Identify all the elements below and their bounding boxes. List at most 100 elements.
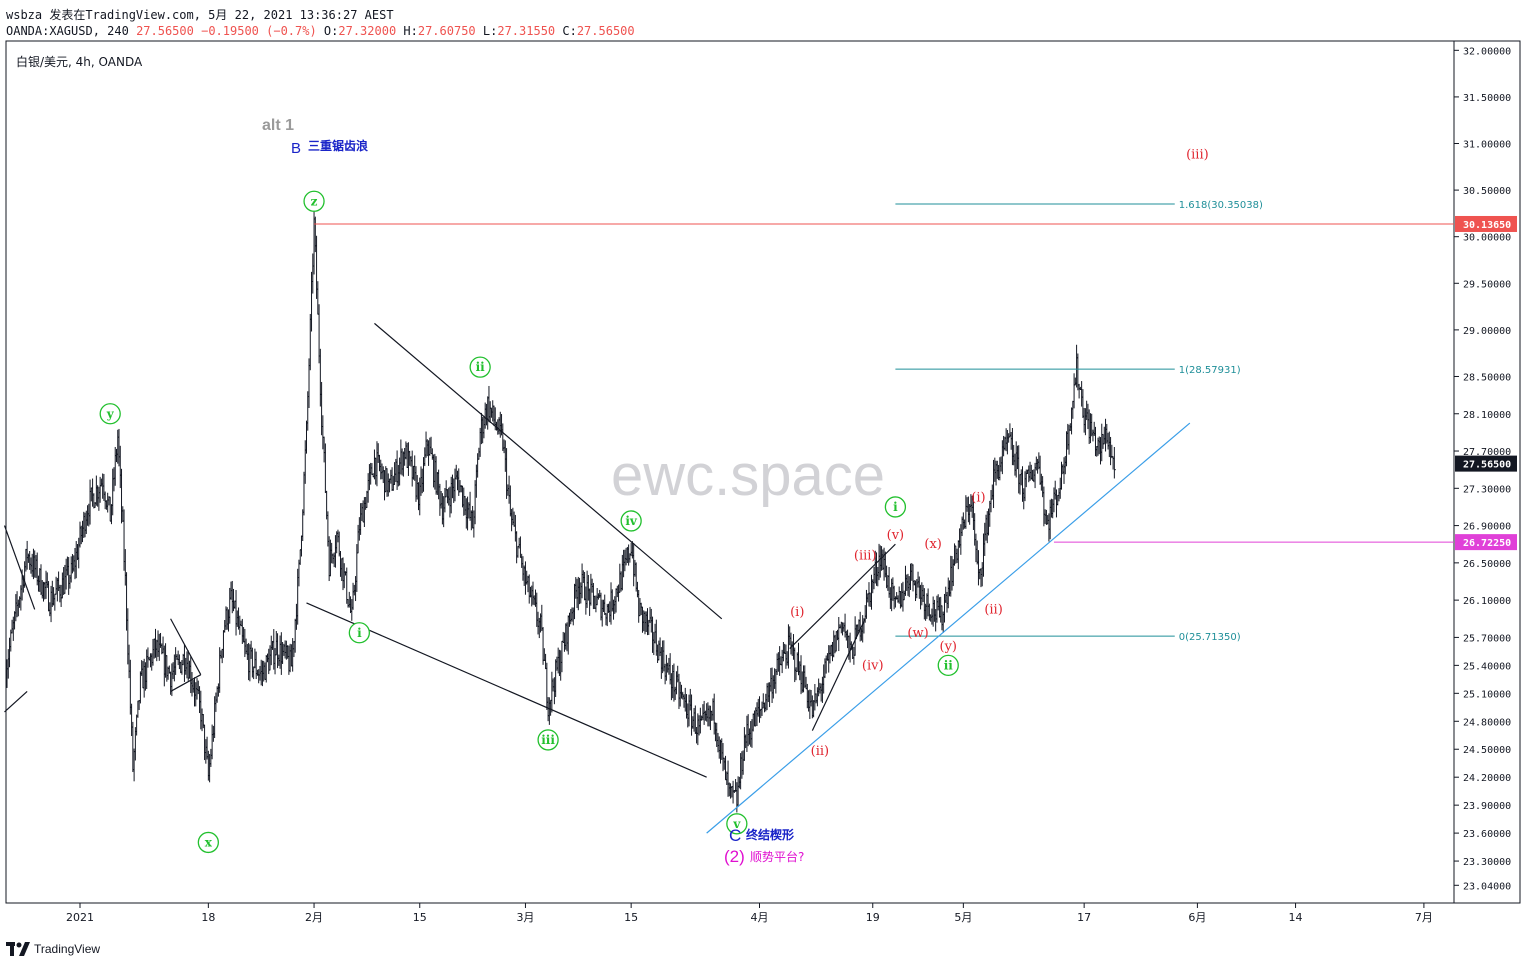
wave-label-red: (iv) — [862, 658, 884, 673]
price-tag-label: 30.13650 — [1463, 220, 1511, 231]
fib-level-label: 1.618(30.35038) — [1179, 200, 1263, 211]
wave-label-red: (ii) — [811, 744, 829, 759]
symbol-label: OANDA:XAGUSD, 240 — [6, 24, 129, 38]
rising-trendline — [706, 422, 1191, 834]
wave-label-red: (i) — [971, 491, 985, 506]
wave-2-label: (2) — [724, 847, 745, 866]
wave-label-green: iv — [625, 514, 638, 528]
wave-label-red: (x) — [924, 537, 941, 552]
time-tick-label: 19 — [866, 911, 880, 924]
wave-b-text: 三重锯齿浪 — [308, 138, 368, 153]
wave-label-red: (y) — [940, 640, 958, 655]
price-tick-label: 26.10000 — [1463, 596, 1511, 607]
wave-label-circle — [537, 729, 559, 751]
price-tick-label: 25.70000 — [1463, 633, 1511, 644]
triangle-left-lower — [170, 674, 202, 692]
wave-b-letter: B — [291, 140, 301, 157]
diagonal-lower-line — [811, 618, 866, 731]
high-value: 27.60750 — [417, 24, 476, 38]
alt-label: alt 1 — [262, 117, 294, 134]
wave-label-circle — [937, 654, 959, 677]
wave-label-green: v — [732, 817, 741, 831]
price-axis-frame — [1453, 40, 1521, 904]
wave-label-red: (i) — [790, 605, 804, 620]
triangle-left-upper — [170, 618, 202, 675]
wave-label-green: i — [893, 500, 898, 514]
fib-level-label: 1(28.57931) — [1179, 365, 1241, 376]
price-tick-label: 25.40000 — [1463, 661, 1511, 672]
wedge-lower-left — [4, 691, 28, 713]
tradingview-brand[interactable]: TradingView — [6, 942, 100, 956]
wedge-upper-left — [3, 525, 36, 610]
price-tick-label: 23.60000 — [1463, 829, 1511, 840]
drawing-layer: 1.618(30.35038) 1(28.57931) 0(25.71350) — [3, 200, 1454, 834]
price-tick-label: 24.50000 — [1463, 745, 1511, 756]
wave-label-green: ii — [944, 658, 954, 672]
price-tick-label: 28.50000 — [1463, 372, 1511, 383]
time-tick-label: 14 — [1289, 911, 1303, 924]
wave-label-circle — [348, 622, 371, 644]
high-label: H: — [403, 24, 418, 38]
ohlc-header: OANDA:XAGUSD, 240 27.56500 −0.19500 (−0.… — [6, 24, 635, 38]
price-tick-label: 29.00000 — [1463, 326, 1511, 337]
close-value: 27.56500 — [576, 24, 635, 38]
time-tick-label: 15 — [413, 911, 427, 924]
time-tick-label: 6月 — [1188, 911, 1206, 924]
price-tag-label: 27.56500 — [1463, 460, 1511, 471]
wave-label-red: (ii) — [984, 602, 1002, 617]
time-tick-label: 15 — [624, 911, 638, 924]
wave-label-circle — [99, 403, 121, 425]
wave-label-circle — [884, 496, 907, 518]
candles-layer — [5, 211, 1116, 813]
wave-label-circle — [469, 356, 491, 378]
time-tick-label: 2021 — [66, 911, 94, 924]
low-value: 27.31550 — [497, 24, 556, 38]
wave-label-green: ii — [476, 360, 486, 374]
time-axis[interactable]: 2021 18 2月 15 3月 15 4月 19 5月 17 6月 14 7月 — [66, 903, 1433, 924]
price-tick-label: 30.50000 — [1463, 186, 1511, 197]
price-tick-label: 31.50000 — [1463, 93, 1511, 104]
price-axis[interactable]: 23.04000 23.30000 23.60000 23.90000 24.20000… — [1454, 46, 1517, 892]
open-value: 27.32000 — [338, 24, 397, 38]
price-tick-label: 26.50000 — [1463, 559, 1511, 570]
price-tick-label: 23.90000 — [1463, 801, 1511, 812]
diagonal-upper-line — [789, 543, 896, 650]
time-tick-label: 18 — [201, 911, 215, 924]
price-tick-label: 27.30000 — [1463, 484, 1511, 495]
wave-label-green: i — [357, 626, 362, 640]
time-tick-label: 7月 — [1415, 911, 1433, 924]
price-tag-box — [1455, 534, 1517, 551]
price-tick-label: 27.70000 — [1463, 447, 1511, 458]
time-tick-label: 5月 — [954, 911, 972, 924]
wedge-upper-line — [374, 322, 723, 620]
price-tick-label: 24.20000 — [1463, 773, 1511, 784]
price-tick-label: 28.10000 — [1463, 410, 1511, 421]
fib-level-label: 0(25.71350) — [1179, 632, 1241, 643]
wave-label-circle — [620, 510, 642, 532]
price-tick-label: 23.30000 — [1463, 857, 1511, 868]
wave-label-red: (iii) — [1186, 148, 1209, 163]
open-label: O: — [323, 24, 339, 38]
wave-c-text: 终结楔形 — [746, 827, 794, 842]
last-price: 27.56500 — [136, 24, 194, 38]
wave-label-circle — [726, 813, 748, 835]
close-label: C: — [562, 24, 577, 38]
time-tick-label: 4月 — [751, 911, 769, 924]
time-tick-label: 17 — [1077, 911, 1091, 924]
wave-label-circle — [303, 190, 325, 212]
price-tick-label: 31.00000 — [1463, 140, 1511, 151]
wave-label-red: (v) — [887, 528, 905, 543]
price-tick-label: 25.10000 — [1463, 689, 1511, 700]
price-tick-label: 30.00000 — [1463, 233, 1511, 244]
price-tag-label: 26.72250 — [1463, 538, 1511, 549]
watermark: ewc.space — [611, 443, 885, 508]
wave-label-red: (w) — [907, 626, 928, 641]
price-tag-box — [1455, 215, 1517, 232]
price-tag-box — [1455, 455, 1517, 472]
price-change: −0.19500 (−0.7%) — [201, 24, 317, 38]
low-label: L: — [482, 24, 498, 38]
wave-label-green: x — [205, 835, 213, 849]
chart-legend: 白银/美元, 4h, OANDA — [16, 54, 143, 69]
price-tick-label: 32.00000 — [1463, 46, 1511, 57]
